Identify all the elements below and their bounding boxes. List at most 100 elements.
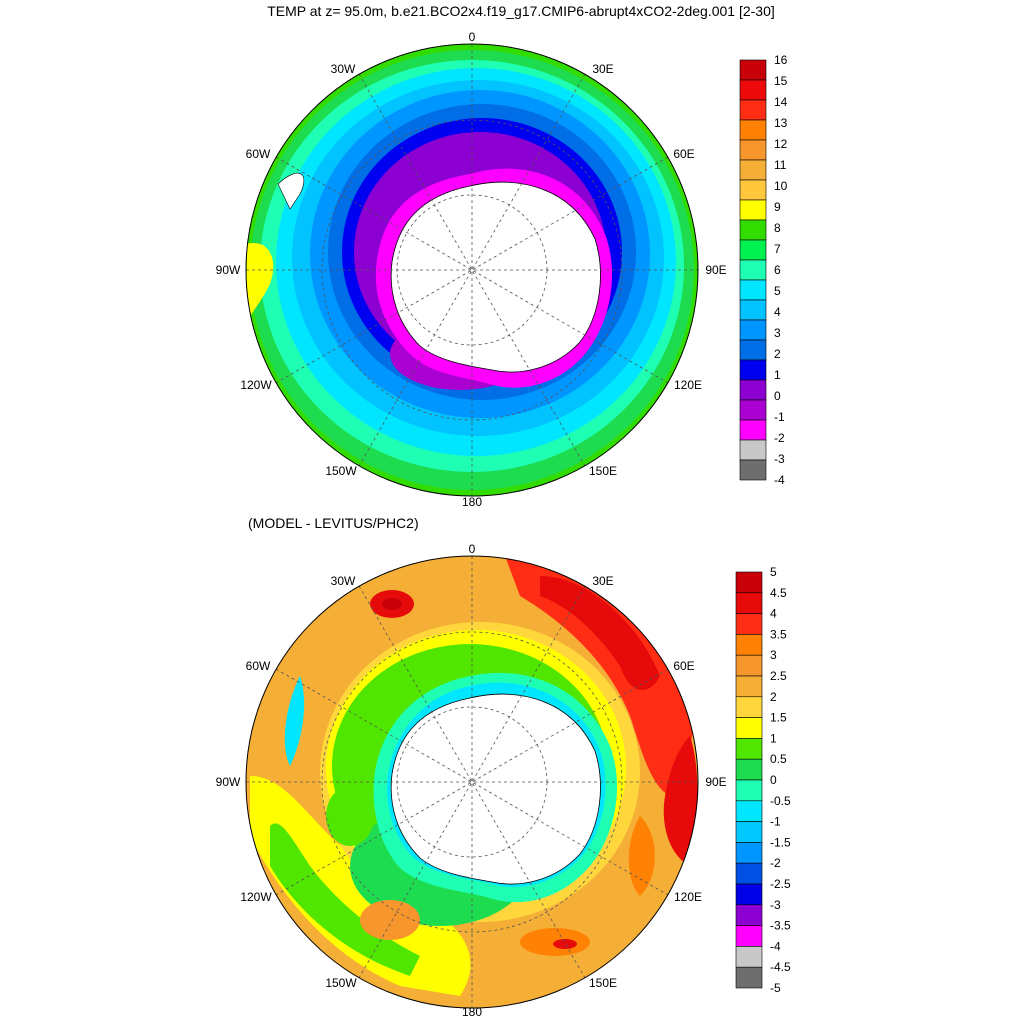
colorbar-label: 10	[774, 179, 788, 193]
colorbar-swatch	[735, 821, 763, 843]
colorbar-swatch	[735, 717, 763, 739]
colorbar-label: 0.5	[770, 752, 787, 766]
colorbar-label: 4	[770, 607, 777, 621]
colorbar-swatch	[739, 179, 767, 201]
lon-label-30e: 30E	[592, 574, 613, 588]
colorbar-label: -4	[774, 473, 785, 487]
colorbar-label: -5	[770, 981, 781, 995]
colorbar-swatch	[739, 199, 767, 221]
lon-label-150e: 150E	[589, 464, 617, 478]
lon-label-120e: 120E	[674, 890, 702, 904]
graticule	[246, 44, 698, 496]
colorbar-label: -3	[774, 452, 785, 466]
map-boundary-bottom	[245, 555, 699, 1009]
colorbar-label: 4	[774, 305, 781, 319]
lon-label-150w: 150W	[325, 464, 357, 478]
difference-field	[246, 556, 698, 1008]
colorbar-label: 8	[774, 221, 781, 235]
colorbar-label: -1.5	[770, 835, 791, 849]
colorbar-label: 2.5	[770, 669, 787, 683]
lon-label-30w: 30W	[331, 574, 356, 588]
colorbar-label: 5	[770, 565, 777, 579]
colorbar-swatch	[735, 613, 763, 635]
lon-label-120e: 120E	[674, 378, 702, 392]
lon-label-120w: 120W	[240, 378, 272, 392]
colorbar-swatch	[739, 299, 767, 321]
colorbar-label: 1.5	[770, 711, 787, 725]
colorbar-swatch	[735, 904, 763, 926]
colorbar-label: 0	[774, 389, 781, 403]
lon-label-150w: 150W	[325, 976, 357, 990]
colorbar-label: -4	[770, 939, 781, 953]
difference-subtitle: (MODEL - LEVITUS/PHC2)	[248, 515, 419, 531]
colorbar-label: 2	[770, 690, 777, 704]
colorbar-label: -1	[774, 410, 785, 424]
lon-label-180: 180	[462, 1005, 482, 1016]
lon-label-180: 180	[462, 495, 482, 509]
colorbar-swatch	[735, 862, 763, 885]
colorbar-swatch	[735, 696, 763, 718]
colorbar-label: -2	[770, 856, 781, 870]
colorbar-swatch	[735, 571, 763, 594]
colorbar-label: 5	[774, 284, 781, 298]
difference-map-panel: 0 30E 60E 90E 120E 150E 180 150W 120W 90…	[0, 536, 1024, 1036]
colorbar-swatch	[735, 946, 763, 968]
plot-title: TEMP at z= 95.0m, b.e21.BCO2x4.f19_g17.C…	[267, 3, 775, 19]
colorbar-label: 0	[770, 773, 777, 787]
colorbar-swatch	[735, 925, 763, 947]
lon-label-150e: 150E	[589, 976, 617, 990]
colorbar-label: 14	[774, 95, 788, 109]
lon-label-90e: 90E	[705, 263, 726, 277]
colorbar-swatch	[739, 99, 767, 121]
colorbar-swatch	[739, 459, 767, 481]
colorbar-swatch	[739, 399, 767, 421]
colorbar-swatch	[739, 119, 767, 141]
lon-label-30e: 30E	[592, 62, 613, 76]
colorbar-label: 4.5	[770, 586, 787, 600]
colorbar-swatch	[735, 966, 763, 989]
difference-colorbar: 5 4.5 4 3.5 3 2.5 2 1.5 1 0.5 0 -0.5 -1 -1.5 -2 -2.5 -3 -…	[735, 565, 791, 995]
colorbar-swatch	[739, 319, 767, 341]
lon-label-60w: 60W	[246, 659, 271, 673]
lon-label-0: 0	[469, 30, 476, 44]
colorbar-label: 12	[774, 137, 788, 151]
lon-label-60e: 60E	[673, 147, 694, 161]
lon-label-120w: 120W	[240, 890, 272, 904]
colorbar-label: 16	[774, 53, 788, 67]
colorbar-swatch	[739, 339, 767, 361]
colorbar-swatch	[739, 439, 767, 461]
colorbar-label: -2	[774, 431, 785, 445]
colorbar-swatch	[735, 675, 763, 698]
colorbar-label: 13	[774, 116, 788, 130]
colorbar-label: 3	[774, 326, 781, 340]
lon-label-0: 0	[469, 542, 476, 556]
colorbar-label: 7	[774, 242, 781, 256]
colorbar-label: -3.5	[770, 919, 791, 933]
colorbar-swatch	[739, 259, 767, 281]
colorbar-label: 1	[770, 731, 777, 745]
colorbar-swatch	[739, 59, 767, 81]
lon-label-90w: 90W	[216, 775, 241, 789]
colorbar-label: 3.5	[770, 627, 787, 641]
colorbar-swatch	[735, 592, 763, 614]
colorbar-label: 2	[774, 347, 781, 361]
lon-label-90w: 90W	[216, 263, 241, 277]
colorbar-label: -4.5	[770, 960, 791, 974]
colorbar-swatch	[735, 738, 763, 760]
colorbar-label: -2.5	[770, 877, 791, 891]
colorbar-swatch	[735, 634, 763, 656]
colorbar-swatch	[735, 842, 763, 864]
colorbar-swatch	[739, 159, 767, 181]
colorbar-label: 1	[774, 368, 781, 382]
colorbar-label: -0.5	[770, 794, 791, 808]
colorbar-swatch	[739, 359, 767, 381]
lon-label-90e: 90E	[705, 775, 726, 789]
longitude-labels-bottom: 0 30E 60E 90E 120E 150E 180 150W 120W 90…	[216, 542, 727, 1019]
colorbar-swatch	[735, 654, 763, 677]
lon-label-60w: 60W	[246, 147, 271, 161]
colorbar-swatch	[739, 239, 767, 261]
colorbar-swatch	[739, 279, 767, 301]
polar-temperature-map: 0 30E 60E 90E 120E 150E 180 150W 120W 90…	[216, 30, 788, 509]
colorbar-label: -3	[770, 898, 781, 912]
